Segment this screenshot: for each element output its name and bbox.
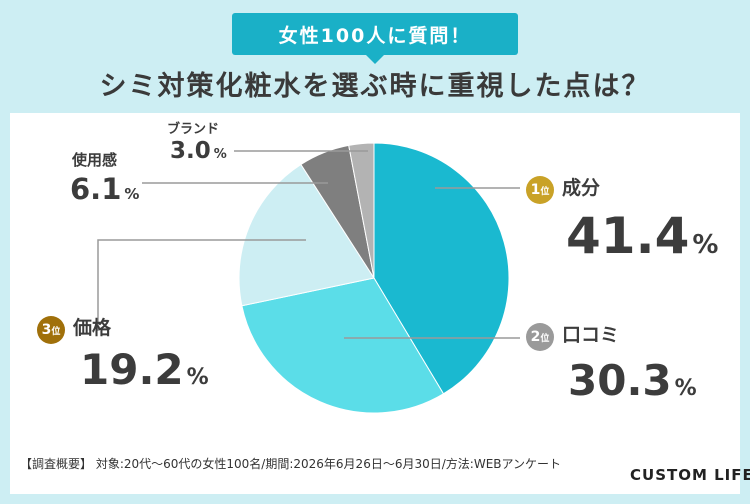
value-brand: 3.0% bbox=[170, 140, 227, 163]
slice-kuchikomi bbox=[241, 277, 445, 414]
leader-kakaku bbox=[97, 239, 306, 331]
value-seibun: 41.4% bbox=[566, 211, 718, 261]
rank-1-badge: 1位 bbox=[526, 175, 554, 204]
value-kakaku-number: 19.2 bbox=[80, 345, 184, 394]
value-brand-unit: % bbox=[213, 147, 227, 162]
value-kuchikomi: 30.3% bbox=[568, 360, 697, 402]
label-kuchikomi: 2位 口コミ bbox=[526, 320, 619, 351]
survey-badge: 女性100人に質問！ bbox=[232, 13, 518, 64]
label-kakaku: 3位 価格 bbox=[37, 313, 111, 344]
label-seibun-name: 成分 bbox=[562, 177, 601, 199]
value-brand-number: 3.0 bbox=[170, 138, 211, 164]
value-kuchikomi-number: 30.3 bbox=[568, 356, 672, 405]
custom-life-logo: CUSTOM LIFE bbox=[630, 466, 750, 484]
value-kuchikomi-unit: % bbox=[674, 376, 697, 401]
slice-kakaku bbox=[238, 163, 375, 307]
value-shiyoukan-unit: % bbox=[124, 185, 140, 203]
value-kakaku: 19.2% bbox=[80, 349, 209, 391]
value-shiyoukan: 6.1% bbox=[70, 175, 139, 204]
label-brand: ブランド bbox=[167, 122, 220, 137]
value-seibun-number: 41.4 bbox=[566, 207, 690, 265]
label-seibun: 1位 成分 bbox=[526, 173, 600, 204]
label-shiyoukan: 使用感 bbox=[72, 151, 118, 169]
value-shiyoukan-number: 6.1 bbox=[70, 172, 122, 206]
chart-card: 1位 成分 41.4% 2位 口コミ 30.3% 3位 価格 19.2% 使用感 6.… bbox=[10, 113, 740, 494]
page-title: シミ対策化粧水を選ぶ時に重視した点は？ bbox=[99, 71, 651, 102]
survey-badge-text: 女性100人に質問！ bbox=[278, 24, 472, 47]
slice-brand bbox=[348, 142, 375, 279]
value-kakaku-unit: % bbox=[186, 365, 209, 390]
value-seibun-unit: % bbox=[692, 230, 719, 260]
survey-summary: 【調査概要】 対象:20代〜60代の女性100名/期間:2026年6月26日〜6… bbox=[20, 457, 562, 471]
label-kakaku-name: 価格 bbox=[73, 317, 112, 339]
rank-3-badge: 3位 bbox=[37, 315, 65, 344]
label-kuchikomi-name: 口コミ bbox=[562, 324, 620, 346]
slice-seibun bbox=[373, 142, 510, 395]
rank-2-badge: 2位 bbox=[526, 322, 554, 351]
pie-chart bbox=[97, 142, 520, 414]
